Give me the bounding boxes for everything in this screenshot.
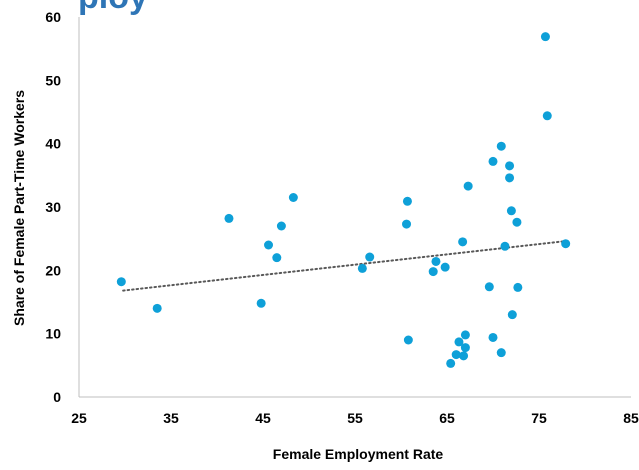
data-point [357,263,367,273]
x-tick-label: 75 [531,410,547,426]
data-point [513,282,523,292]
data-point [276,221,286,231]
chart-title-fragment: ploy [78,0,148,17]
data-point [505,161,515,171]
y-tick-label: 0 [53,389,61,405]
data-point [446,358,456,368]
trendline-group [122,240,566,292]
data-point [488,156,498,166]
data-point [505,173,515,183]
y-tick-label: 20 [45,262,61,278]
data-point [440,262,450,272]
x-tick-label: 35 [163,410,179,426]
y-tick-label: 40 [45,136,61,152]
data-point [459,351,469,361]
data-point [454,337,464,347]
data-point [496,141,506,151]
data-point [288,193,298,202]
x-axis-label: Female Employment Rate [273,446,444,462]
data-point [264,240,274,250]
x-tick-label: 25 [71,410,87,426]
data-point [484,282,494,292]
trendline [122,240,566,292]
data-point [507,310,517,320]
data-point [458,237,468,247]
data-point [402,219,412,229]
data-point [256,298,266,308]
data-point [431,256,441,266]
data-point [428,267,438,277]
data-point [500,241,510,251]
x-tick-label: 55 [347,410,363,426]
y-tick-label: 10 [45,326,61,342]
y-tick-label: 30 [45,199,61,215]
axes: 25 35 45 55 65 75 85 0 10 20 30 40 50 60 [45,9,639,426]
x-tick-label: 65 [439,410,455,426]
y-tick-label: 60 [45,9,61,25]
data-point [512,217,522,227]
y-tick-label: 50 [45,72,61,88]
x-tick-label: 85 [623,410,639,426]
data-point [402,196,412,206]
data-point [272,253,282,263]
data-point [403,335,413,345]
data-point [542,111,552,121]
data-point [116,277,126,287]
points-group [116,32,571,368]
data-point [496,348,506,358]
data-point [460,330,470,340]
data-point [463,181,473,191]
data-point [460,343,470,353]
data-point [451,350,461,360]
data-point [365,252,375,262]
y-axis-label: Share of Female Part-Time Workers [11,90,27,326]
data-point [152,303,162,313]
data-point [488,332,498,342]
data-point [561,239,571,249]
data-point [224,213,234,223]
x-tick-label: 45 [255,410,271,426]
data-point [506,206,516,216]
data-point [540,32,550,42]
